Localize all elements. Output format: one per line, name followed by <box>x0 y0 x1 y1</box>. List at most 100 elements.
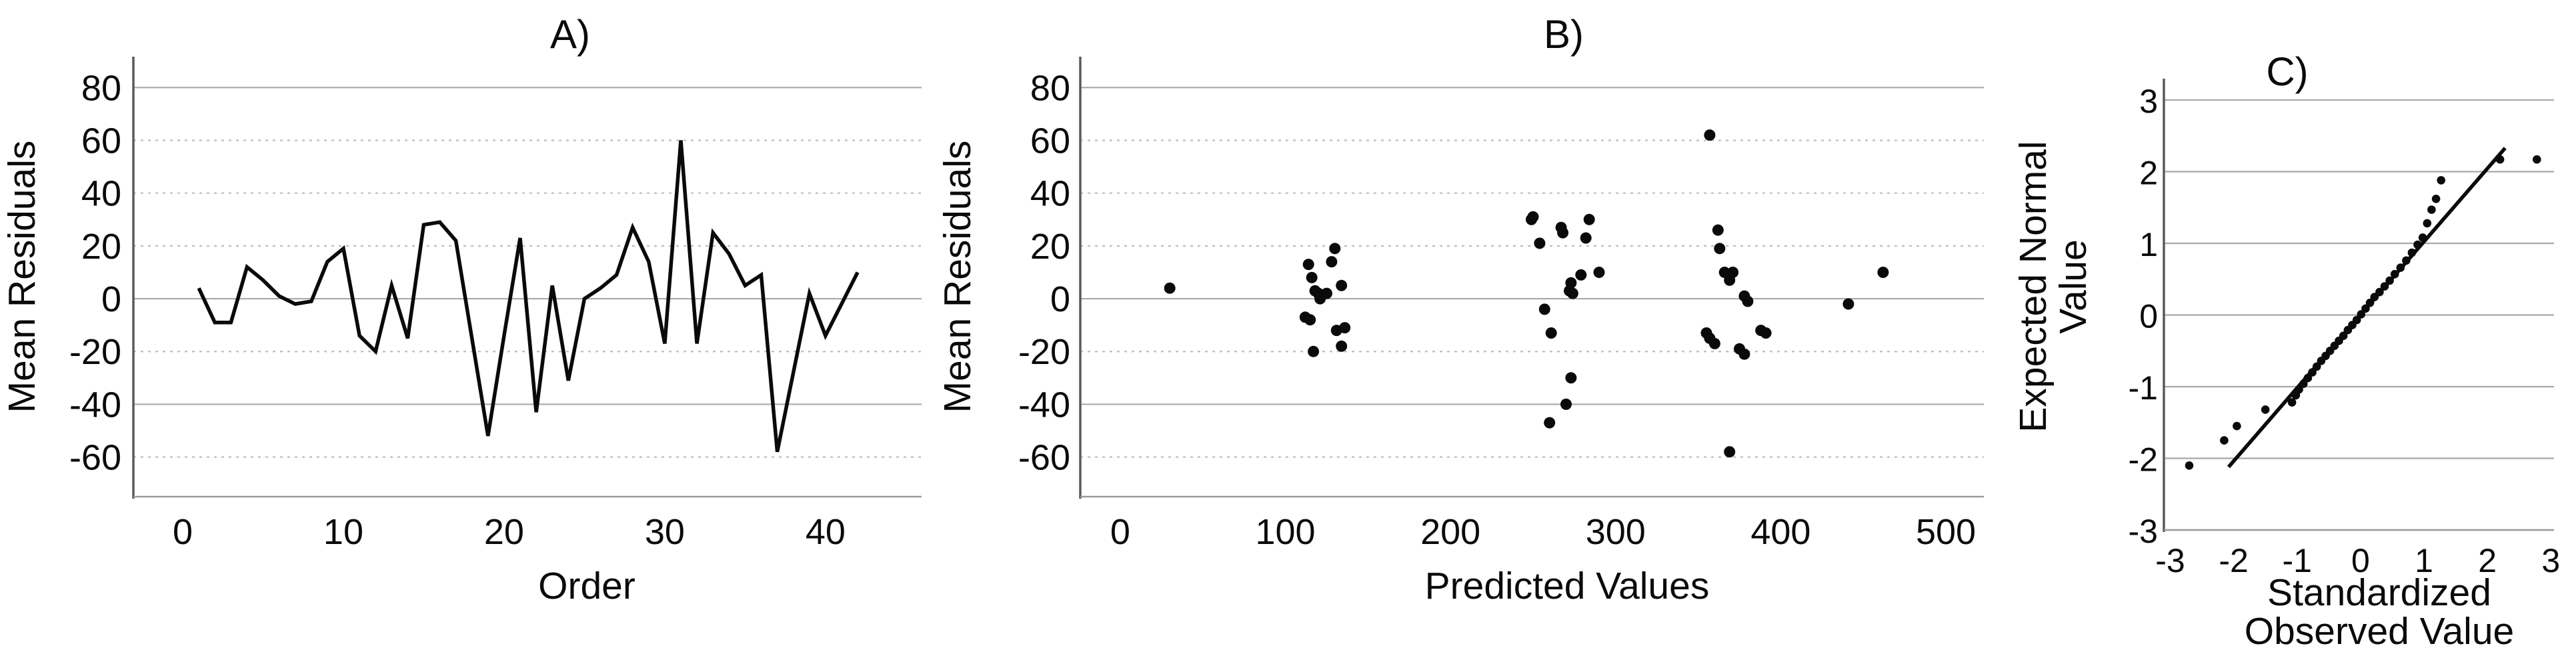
data-point-27 <box>2390 269 2399 279</box>
data-point-16 <box>2339 331 2348 341</box>
data-point-14 <box>1336 340 1348 352</box>
data-point-41 <box>1724 446 1736 458</box>
y-tick-label--2: -2 <box>2129 441 2158 479</box>
panel-a-residuals-vs-order: 80 60 40 20 0 -20 -40 -60 0 10 20 30 40 A) Order Mea… <box>1 12 922 607</box>
data-point-34 <box>2427 205 2436 214</box>
data-point-36 <box>2437 176 2445 185</box>
data-point-9 <box>2308 368 2317 377</box>
y-tick-label-0: 0 <box>101 279 121 319</box>
data-point-32 <box>2418 233 2427 242</box>
data-point-24 <box>1560 398 1572 410</box>
y-tick-label-60: 60 <box>1030 121 1070 161</box>
y-tick-label-20: 20 <box>1030 227 1070 267</box>
data-point-24 <box>2375 287 2384 297</box>
x-tick-label-300: 300 <box>1586 512 1646 552</box>
y-tick-label-2: 2 <box>2139 155 2158 192</box>
x-tick-label-3: 3 <box>2541 542 2560 579</box>
x-tick-label-10: 10 <box>323 512 363 552</box>
data-point-31 <box>2413 240 2422 249</box>
data-point-20 <box>1544 417 1556 429</box>
y-tick-label-3: 3 <box>2139 83 2158 120</box>
data-point-4 <box>2287 398 2297 407</box>
x-tick-label-1: 1 <box>2415 542 2433 579</box>
data-point-4 <box>1306 271 1318 283</box>
data-point-29 <box>1575 269 1587 281</box>
data-point-1 <box>2220 436 2229 445</box>
data-point-29 <box>2402 256 2411 265</box>
y-tick-label--40: -40 <box>1018 385 1070 425</box>
data-point-6 <box>2295 385 2303 394</box>
y-tick-label-80: 80 <box>1030 68 1070 108</box>
data-point-48 <box>1760 327 1772 339</box>
data-point-3 <box>1304 314 1316 326</box>
data-point-19 <box>1538 303 1550 315</box>
y-tick-label-40: 40 <box>81 174 121 214</box>
panel-c-x-axis-label-line2: Observed Value <box>2245 610 2515 653</box>
y-tick-label--60: -60 <box>69 438 121 478</box>
x-tick-label-0: 0 <box>1110 512 1130 552</box>
panel-c-y-axis-label-line1: Expected Normal <box>2012 141 2055 432</box>
panel-c-normal-qq-plot: 3 2 1 0 -1 -2 -3-3 -2 -1 0 1 2 3 C) Standardized Obs… <box>2012 49 2560 653</box>
data-point-0 <box>1164 282 1176 294</box>
x-tick-label-30: 30 <box>645 512 685 552</box>
y-tick-label-1: 1 <box>2139 226 2158 263</box>
data-point-26 <box>2385 276 2394 285</box>
x-tick-label-100: 100 <box>1255 512 1315 552</box>
data-point-38 <box>2533 155 2541 164</box>
data-point-38 <box>1714 243 1726 255</box>
panel-c-x-axis-label-line1: Standardized <box>2267 571 2491 614</box>
y-tick-label-60: 60 <box>81 121 121 161</box>
x-tick-label-40: 40 <box>806 512 846 552</box>
y-tick-label--20: -20 <box>1018 332 1070 372</box>
residuals-line-series <box>197 140 860 453</box>
data-point-30 <box>1580 232 1592 244</box>
data-point-34 <box>1704 129 1716 141</box>
panel-b-y-axis-label: Mean Residuals <box>936 141 979 413</box>
data-point-28 <box>2396 263 2405 272</box>
panel-a-title: A) <box>550 12 590 57</box>
data-point-46 <box>1742 295 1754 307</box>
x-tick-label--3: -3 <box>2155 542 2185 579</box>
panel-c-plot-layer: 3 2 1 0 -1 -2 -3-3 -2 -1 0 1 2 3 <box>2129 79 2560 579</box>
data-point-21 <box>1545 327 1557 339</box>
data-point-33 <box>2423 219 2432 228</box>
data-point-3 <box>2261 405 2270 414</box>
data-point-11 <box>1329 243 1341 255</box>
y-tick-label--3: -3 <box>2129 513 2158 550</box>
data-point-45 <box>1738 348 1750 360</box>
y-tick-label-40: 40 <box>1030 174 1070 214</box>
data-point-8 <box>2303 373 2313 383</box>
data-point-13 <box>1336 279 1348 291</box>
data-point-42 <box>1727 267 1739 278</box>
panel-a-x-axis-label: Order <box>538 565 635 607</box>
data-point-22 <box>2365 298 2375 307</box>
panel-a-plot-layer: 80 60 40 20 0 -20 -40 -60 0 10 20 30 40 <box>69 57 922 552</box>
data-point-31 <box>1583 213 1595 225</box>
y-tick-label--60: -60 <box>1018 438 1070 478</box>
data-point-7 <box>2299 379 2308 388</box>
data-point-17 <box>1527 211 1539 223</box>
x-tick-label-0: 0 <box>2351 542 2370 579</box>
panel-c-title: C) <box>2266 49 2308 94</box>
data-point-37 <box>2495 155 2505 164</box>
data-point-20 <box>2357 310 2366 319</box>
data-point-19 <box>2352 315 2361 325</box>
y-tick-label--1: -1 <box>2129 369 2158 407</box>
data-point-32 <box>1593 267 1605 278</box>
panel-b-x-axis-label: Predicted Values <box>1425 565 1710 607</box>
y-tick-label-0: 0 <box>2139 298 2158 335</box>
data-point-21 <box>2361 304 2370 313</box>
x-tick-label-400: 400 <box>1750 512 1810 552</box>
panel-b-title: B) <box>1544 12 1584 57</box>
data-point-10 <box>2312 362 2321 371</box>
x-tick-label-2: 2 <box>2478 542 2497 579</box>
y-tick-label-20: 20 <box>81 227 121 267</box>
data-point-28 <box>1566 287 1578 299</box>
data-point-2 <box>1302 259 1314 271</box>
data-point-25 <box>2380 282 2389 291</box>
data-point-18 <box>1534 237 1546 249</box>
data-point-15 <box>1339 322 1351 334</box>
x-tick-label-500: 500 <box>1916 512 1976 552</box>
